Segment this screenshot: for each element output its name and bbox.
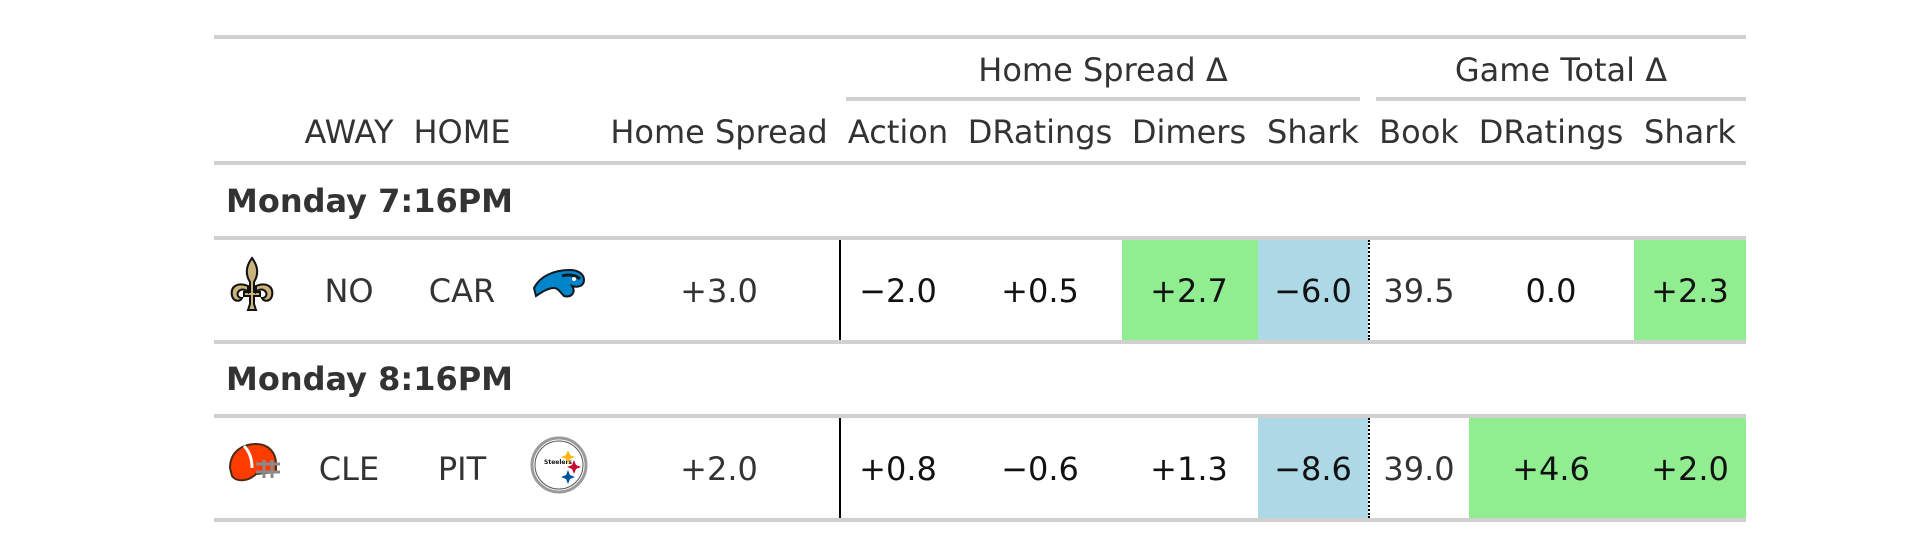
group-header-game-total: Game Total Δ [1454,51,1668,89]
column-header-action: Action [847,113,949,151]
group-divider [1368,418,1370,518]
dratings-total-value: 0.0 [1525,272,1577,310]
section-label: Monday 7:16PM [226,182,514,220]
highlight-cell [1122,240,1258,340]
away-team: CLE [318,450,380,488]
home-spread-value: +2.0 [680,450,758,488]
group-header-home-spread: Home Spread Δ [978,51,1228,89]
home-team: CAR [428,272,496,310]
book-value: 39.5 [1383,272,1455,310]
column-header-home-spread: Home Spread [610,113,828,151]
group-divider [1368,240,1370,340]
home-spread-value: +3.0 [680,272,758,310]
shark-total-value: +2.3 [1651,272,1729,310]
highlight-cell [1258,418,1368,518]
column-header-dratings-total: DRatings [1478,113,1624,151]
column-header-shark-spread: Shark [1267,113,1359,151]
column-header-dratings-spread: DRatings [967,113,1113,151]
steelers-icon: Steelers [530,436,588,494]
highlight-cell [1634,418,1746,518]
top-rule [214,35,1746,39]
column-header-book: Book [1379,113,1459,151]
column-header-away: AWAY [304,113,394,151]
group-underline-game-total [1376,97,1746,101]
column-header-home: HOME [413,113,511,151]
dratings-total-value: +4.6 [1512,450,1590,488]
section-rule [214,236,1746,240]
highlight-cell [1469,418,1634,518]
book-value: 39.0 [1383,450,1455,488]
dratings-spread-value: +0.5 [1001,272,1079,310]
column-header-dimers: Dimers [1131,113,1247,151]
group-underline-home-spread [846,97,1360,101]
action-value: −2.0 [859,272,937,310]
dratings-spread-value: −0.6 [1001,450,1079,488]
column-divider [839,418,841,518]
svg-text:Steelers: Steelers [544,459,572,466]
row-rule [214,340,1746,344]
dimers-value: +1.3 [1150,450,1228,488]
column-divider [839,240,841,340]
action-value: +0.8 [859,450,937,488]
shark-spread-value: −8.6 [1274,450,1352,488]
browns-helmet-icon [228,442,280,482]
section-rule [214,414,1746,418]
panthers-icon [532,268,586,298]
saints-fleur-de-lis-icon [230,256,274,311]
column-header-shark-total: Shark [1644,113,1736,151]
header-rule [214,161,1746,165]
away-team: NO [324,272,374,310]
highlight-cell [1258,240,1368,340]
dimers-value: +2.7 [1150,272,1228,310]
highlight-cell [1634,240,1746,340]
bottom-rule [214,518,1746,522]
section-label: Monday 8:16PM [226,360,514,398]
shark-spread-value: −6.0 [1274,272,1352,310]
home-team: PIT [437,450,487,488]
shark-total-value: +2.0 [1651,450,1729,488]
